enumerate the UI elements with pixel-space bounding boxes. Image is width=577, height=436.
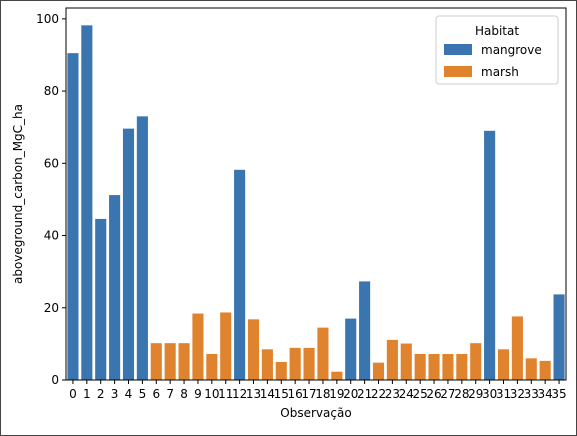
x-axis: 0 1 2 3 4 5 6 7 8 9 101112131415161718192021222324… <box>69 380 567 401</box>
bar-12 <box>234 169 246 380</box>
x-tick-label-16: 16 <box>288 387 303 401</box>
bar-15 <box>275 361 287 380</box>
x-tick-label-29: 29 <box>468 387 483 401</box>
y-tick-label-100: 100 <box>36 12 59 26</box>
bar-14 <box>261 349 273 380</box>
bar-29 <box>470 343 482 380</box>
x-tick-label-7: 7 <box>166 387 174 401</box>
legend-entries: mangrove marsh <box>444 43 542 79</box>
bar-8 <box>178 343 190 380</box>
legend-swatch-mangrove <box>444 44 472 55</box>
legend: Habitat mangrove marsh <box>435 15 559 85</box>
bar-1 <box>81 25 93 381</box>
x-tick-label-1: 1 <box>83 387 91 401</box>
x-tick-label-33: 33 <box>524 387 539 401</box>
x-tick-label-34: 34 <box>538 387 553 401</box>
x-tick-label-26: 26 <box>426 387 441 401</box>
x-tick-label-21: 21 <box>357 387 372 401</box>
bar-21 <box>359 281 371 380</box>
bar-7 <box>164 343 176 380</box>
y-axis-label: aboveground_carbon_MgC_ha <box>11 104 25 284</box>
x-tick-label-11: 11 <box>218 387 233 401</box>
x-tick-label-4: 4 <box>125 387 133 401</box>
x-tick-label-0: 0 <box>69 387 77 401</box>
bar-6 <box>150 343 162 380</box>
x-tick-label-9: 9 <box>194 387 202 401</box>
x-tick-label-3: 3 <box>111 387 119 401</box>
x-tick-label-22: 22 <box>371 387 386 401</box>
x-tick-label-13: 13 <box>246 387 261 401</box>
x-tick-label-15: 15 <box>274 387 289 401</box>
bar-24 <box>400 343 412 380</box>
plot-area-border <box>65 7 567 381</box>
y-tick-label-40: 40 <box>44 229 59 243</box>
bar-10 <box>206 354 218 380</box>
bar-5 <box>136 116 148 380</box>
y-tick-label-20: 20 <box>44 301 59 315</box>
bar-26 <box>428 354 440 380</box>
bar-11 <box>220 312 232 380</box>
bar-17 <box>303 347 315 380</box>
x-tick-label-10: 10 <box>204 387 219 401</box>
bar-27 <box>442 354 454 380</box>
x-tick-label-30: 30 <box>482 387 497 401</box>
x-tick-label-28: 28 <box>454 387 469 401</box>
bar-28 <box>456 354 468 380</box>
bar-19 <box>331 371 343 380</box>
x-tick-label-17: 17 <box>301 387 316 401</box>
bar-2 <box>95 218 107 380</box>
x-tick-label-32: 32 <box>510 387 525 401</box>
x-tick-label-27: 27 <box>440 387 455 401</box>
bar-31 <box>497 349 510 380</box>
x-tick-label-23: 23 <box>385 387 400 401</box>
bar-32 <box>511 316 523 380</box>
x-tick-label-5: 5 <box>139 387 147 401</box>
bars-group <box>67 25 565 381</box>
x-tick-label-31: 31 <box>496 387 511 401</box>
y-tick-label-60: 60 <box>44 156 59 170</box>
y-axis: 0 20 40 60 80 100 <box>36 12 66 387</box>
x-tick-label-25: 25 <box>413 387 428 401</box>
x-tick-label-12: 12 <box>232 387 247 401</box>
bar-18 <box>317 327 329 380</box>
x-tick-label-8: 8 <box>180 387 188 401</box>
bar-35 <box>553 294 565 380</box>
y-tick-label-80: 80 <box>44 84 59 98</box>
x-tick-label-14: 14 <box>260 387 275 401</box>
bar-30 <box>484 130 496 380</box>
bar-33 <box>525 358 537 380</box>
x-tick-label-24: 24 <box>399 387 414 401</box>
y-tick-label-0: 0 <box>51 373 59 387</box>
x-tick-label-20: 20 <box>343 387 358 401</box>
legend-label-mangrove: mangrove <box>481 43 542 57</box>
bar-9 <box>192 313 204 380</box>
bar-25 <box>414 354 426 380</box>
legend-label-marsh: marsh <box>481 65 519 79</box>
x-tick-label-6: 6 <box>152 387 160 401</box>
bar-20 <box>345 318 357 380</box>
bar-4 <box>122 128 135 380</box>
x-tick-label-19: 19 <box>329 387 344 401</box>
x-tick-label-2: 2 <box>97 387 105 401</box>
bar-34 <box>539 360 551 380</box>
bar-13 <box>247 319 260 380</box>
legend-swatch-marsh <box>444 66 472 77</box>
bar-22 <box>372 362 385 380</box>
legend-title: Habitat <box>475 24 519 38</box>
bar-23 <box>386 339 398 380</box>
bar-3 <box>109 195 121 380</box>
bar-16 <box>289 347 301 380</box>
x-axis-label: Observação <box>280 406 351 420</box>
bar-0 <box>67 53 79 381</box>
x-tick-label-18: 18 <box>315 387 330 401</box>
x-tick-label-35: 35 <box>551 387 566 401</box>
